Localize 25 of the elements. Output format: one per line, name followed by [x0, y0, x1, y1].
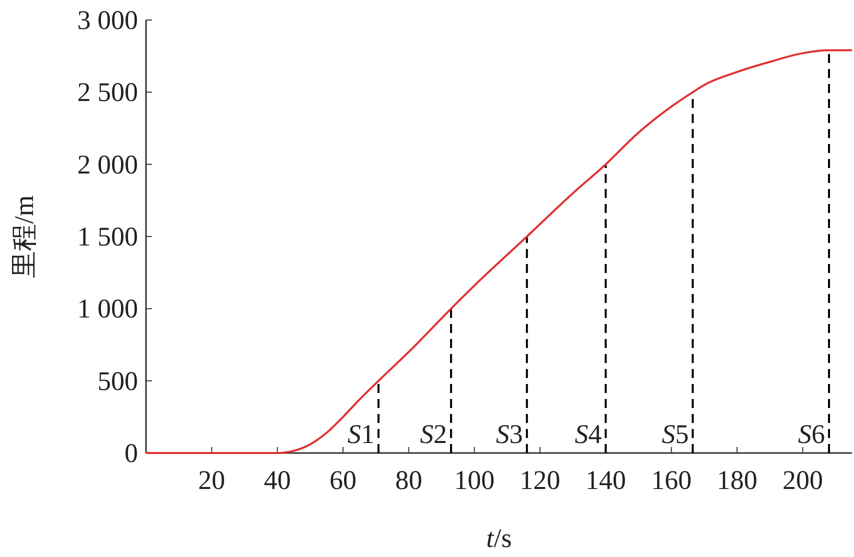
x-tick-label: 40 — [264, 465, 291, 495]
y-tick-label: 0 — [124, 438, 138, 468]
x-tick-label: 100 — [454, 465, 495, 495]
x-tick-label: 140 — [585, 465, 626, 495]
x-axis-title: t/s — [486, 523, 512, 553]
x-tick-label: 120 — [520, 465, 560, 495]
x-tick-label: 60 — [330, 465, 357, 495]
x-tick-label: 180 — [716, 465, 758, 495]
y-tick-label: 1 500 — [77, 222, 138, 252]
y-tick-label: 3 000 — [77, 5, 138, 35]
x-tick-label: 160 — [651, 465, 692, 495]
y-tick-label: 2 000 — [77, 149, 138, 180]
y-axis-title: 里程/m — [9, 195, 39, 278]
x-tick-label: 20 — [198, 465, 226, 495]
ref-line-label: S4 — [574, 419, 602, 449]
x-tick-label: 80 — [395, 465, 422, 495]
ref-line-label: S1 — [347, 419, 374, 449]
y-tick-label: 1 000 — [77, 294, 138, 324]
y-tick-label: 500 — [98, 366, 138, 396]
x-tick-label: 200 — [782, 465, 823, 495]
ref-line-label: S3 — [496, 419, 523, 449]
ref-line-label: S5 — [662, 419, 689, 449]
ref-line-label: S2 — [420, 419, 448, 449]
y-tick-label: 2 500 — [77, 77, 138, 108]
ref-line-label: S6 — [798, 419, 826, 449]
